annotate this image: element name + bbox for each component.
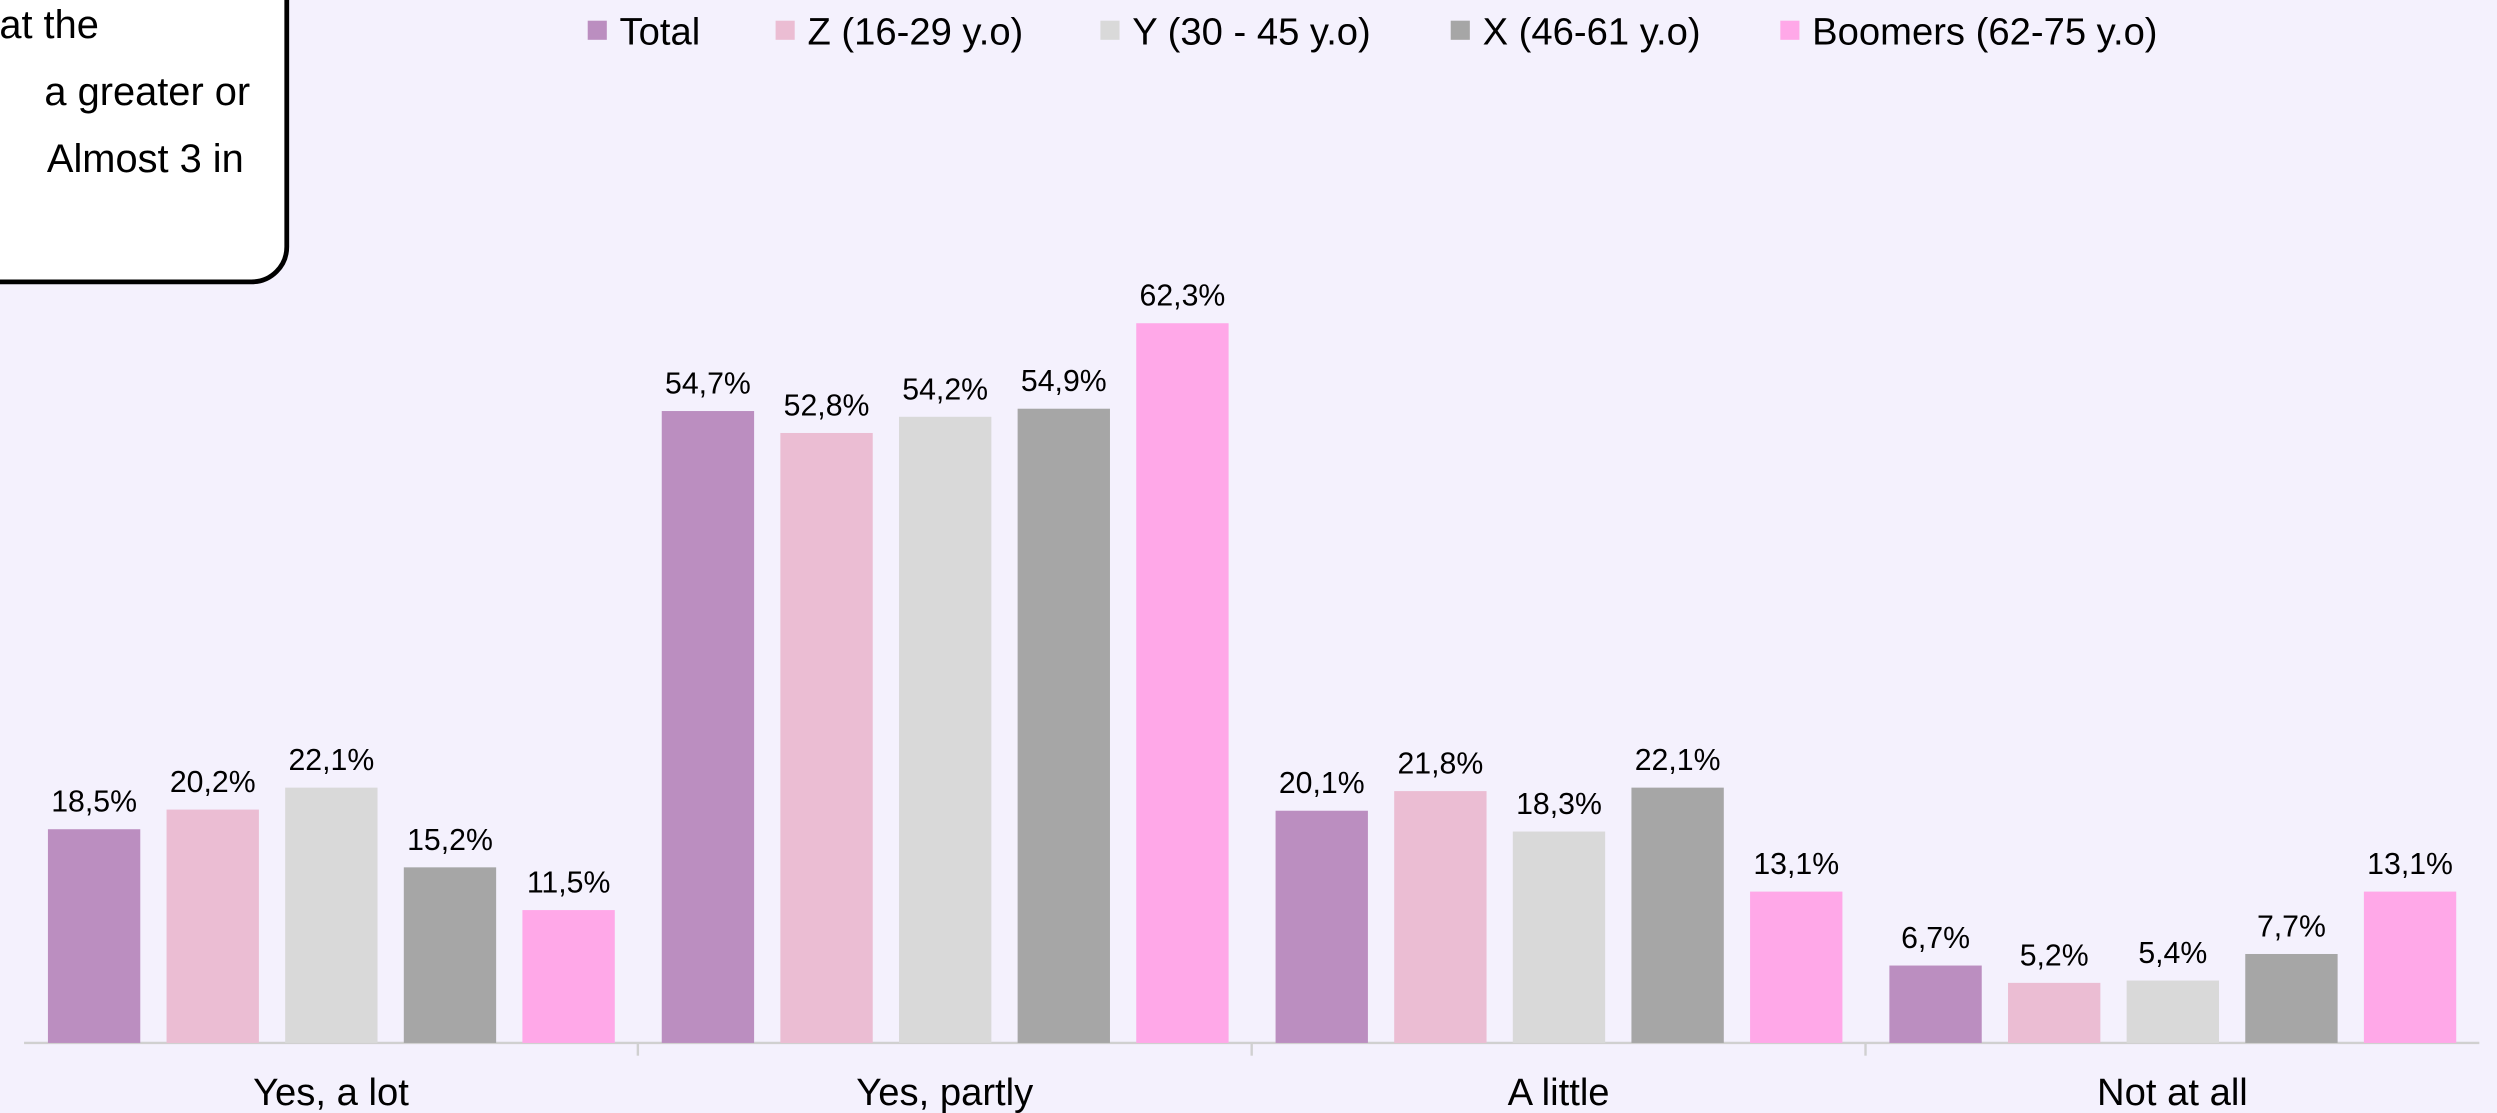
bar [285,787,378,1043]
bar [522,910,615,1043]
data-label: 54,2% [902,373,988,406]
callout-box [0,0,290,285]
legend-swatch [775,20,795,40]
data-label: 5,4% [2138,937,2207,970]
bar [2363,891,2457,1043]
bar [780,432,873,1043]
callout-text: at the [0,3,99,47]
data-label: 62,3% [1140,280,1226,313]
bar [1631,787,1724,1043]
data-label: 13,1% [1753,848,1839,881]
data-label: 22,1% [288,744,374,777]
data-label: 20,2% [170,766,256,799]
callout-text: Almost 3 in [47,137,244,181]
bar [1275,810,1368,1043]
bar [661,411,755,1043]
bar [898,416,992,1043]
legend-label: X (46-61 y.o) [1483,11,1701,54]
data-label: 18,3% [1516,788,1602,821]
data-label: 22,1% [1635,744,1721,777]
x-tick-label: Yes, a lot [253,1071,409,1113]
legend-label: Y (30 - 45 y.o) [1132,11,1371,54]
data-label: 7,7% [2257,910,2326,943]
legend-swatch [1780,20,1800,40]
legend-label: Z (16-29 y.o) [807,11,1023,54]
data-label: 5,2% [2020,939,2089,972]
bar [1750,891,1843,1043]
legend-swatch [1450,20,1470,40]
bar [1889,965,1982,1043]
bar [1017,408,1110,1043]
data-label: 52,8% [784,389,870,422]
data-label: 54,9% [1021,365,1107,398]
data-label: 54,7% [665,368,751,401]
data-label: 11,5% [527,867,611,900]
bar [2245,953,2338,1043]
x-tick-label: Not at all [2097,1071,2248,1113]
bar [1512,831,1606,1043]
legend-label: Boomers (62-75 y.o) [1812,11,2157,54]
bar [166,809,259,1043]
callout-text: a greater or [44,70,250,114]
legend-swatch [1100,20,1120,40]
x-tick-label: A little [1508,1071,1610,1113]
data-label: 13,1% [2367,848,2453,881]
legend-swatch [587,20,607,40]
data-label: 6,7% [1901,922,1970,955]
bar [1136,323,1229,1043]
bar [403,867,497,1043]
bar [2126,980,2219,1043]
bar [2008,982,2101,1043]
legend-label: Total [620,11,701,54]
bar [1394,791,1487,1043]
bar [47,829,141,1043]
x-tick-label: Yes, partly [856,1071,1034,1113]
data-label: 21,8% [1397,748,1483,781]
data-label: 18,5% [51,786,137,819]
data-label: 15,2% [407,824,493,857]
data-label: 20,1% [1279,767,1365,800]
